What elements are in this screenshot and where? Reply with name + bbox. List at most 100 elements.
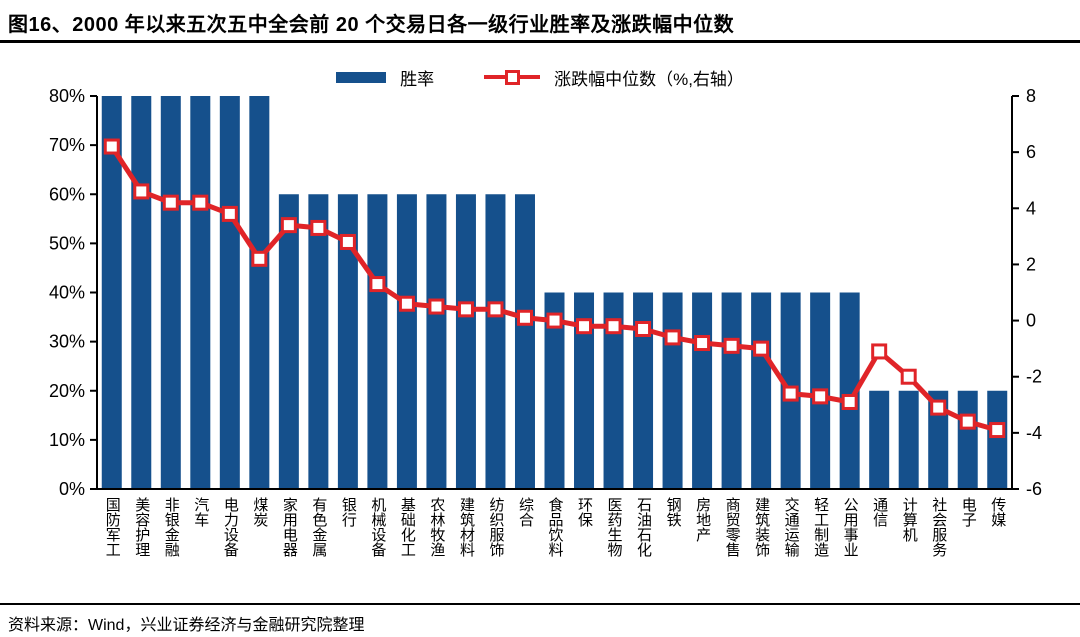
- median-change-marker: [339, 233, 356, 250]
- win-rate-bar: [219, 96, 240, 489]
- x-axis-category-label: 轻工制造: [812, 497, 830, 557]
- win-rate-bar: [603, 292, 624, 489]
- win-rate-bar: [751, 292, 772, 489]
- win-rate-bar: [692, 292, 713, 489]
- x-axis-category-label: 建筑材料: [457, 497, 475, 557]
- x-axis-category-label: 煤炭: [251, 497, 269, 527]
- right-axis-tick-label: 0: [1026, 311, 1036, 331]
- median-legend-line: [484, 70, 541, 85]
- median-legend-marker-icon: [505, 70, 521, 85]
- winrate-legend-label: 胜率: [400, 69, 435, 89]
- median-change-marker: [192, 194, 209, 211]
- win-rate-bar: [898, 390, 919, 489]
- median-change-marker: [369, 276, 386, 293]
- source-note: 资料来源：Wind，兴业证券经济与金融研究院整理: [8, 617, 365, 634]
- win-rate-bar: [190, 96, 211, 489]
- winrate-legend-swatch: [336, 71, 387, 83]
- x-axis-category-label: 汽车: [192, 497, 210, 527]
- left-axis-tick-label: 40%: [49, 283, 85, 303]
- left-axis-tick-label: 80%: [49, 86, 85, 106]
- x-axis-category-label: 钢铁: [664, 497, 682, 527]
- x-axis-category-label: 综合: [516, 497, 534, 527]
- x-axis-category-label: 纺织服饰: [487, 497, 505, 557]
- left-axis-tick-label: 50%: [49, 233, 85, 253]
- x-axis-category-label: 银行: [339, 497, 357, 527]
- median-change-marker: [133, 183, 150, 200]
- x-axis-category-label: 环保: [576, 497, 594, 527]
- x-axis-category-label: 石油石化: [635, 497, 653, 557]
- median-legend-label: 涨跌幅中位数（%,右轴）: [554, 69, 744, 89]
- win-rate-bar: [839, 292, 860, 489]
- median-change-marker: [989, 422, 1006, 439]
- median-change-marker: [782, 385, 799, 402]
- x-axis-category-label: 机械设备: [369, 497, 387, 557]
- median-change-marker: [103, 138, 120, 155]
- median-change-marker: [635, 320, 652, 337]
- win-rate-bar: [308, 194, 329, 489]
- median-change-marker: [398, 295, 415, 312]
- source-divider: [0, 603, 1080, 605]
- median-change-marker: [251, 250, 268, 267]
- median-change-marker: [221, 205, 238, 222]
- left-axis-tick-label: 70%: [49, 135, 85, 155]
- win-rate-bar: [101, 96, 122, 489]
- left-axis-tick-label: 60%: [49, 184, 85, 204]
- median-change-marker: [546, 312, 563, 329]
- x-axis-category-label: 公用事业: [841, 497, 859, 557]
- win-rate-bar: [485, 194, 506, 489]
- x-axis-category-label: 美容护理: [133, 497, 151, 557]
- x-axis-category-label: 社会服务: [930, 497, 948, 557]
- x-axis-category-label: 医药生物: [605, 497, 623, 557]
- median-change-marker: [310, 219, 327, 236]
- median-change-marker: [162, 194, 179, 211]
- x-axis-category-label: 通信: [871, 497, 889, 527]
- median-change-marker: [428, 298, 445, 315]
- win-rate-bar: [367, 194, 388, 489]
- median-change-marker: [457, 301, 474, 318]
- x-axis-category-label: 农林牧渔: [428, 497, 446, 557]
- left-axis-tick-label: 30%: [49, 332, 85, 352]
- x-axis-category-label: 交通运输: [782, 497, 800, 557]
- win-rate-bar: [633, 292, 654, 489]
- median-change-marker: [812, 388, 829, 405]
- x-axis-category-label: 基础化工: [398, 497, 416, 557]
- median-change-marker: [664, 329, 681, 346]
- median-change-marker: [841, 393, 858, 410]
- win-rate-bar: [160, 96, 181, 489]
- right-axis-tick-label: -6: [1026, 479, 1042, 499]
- median-change-marker: [487, 301, 504, 318]
- median-change-marker: [694, 335, 711, 352]
- win-rate-bar: [574, 292, 595, 489]
- median-change-marker: [576, 318, 593, 335]
- median-change-marker: [900, 368, 917, 385]
- x-axis-category-label: 房地产: [694, 497, 712, 542]
- win-rate-bar: [426, 194, 447, 489]
- x-axis-category-label: 家用电器: [280, 497, 298, 557]
- win-rate-bar: [249, 96, 270, 489]
- x-axis-category-label: 国防军工: [103, 497, 121, 557]
- x-axis-category-label: 电子: [959, 497, 977, 527]
- left-axis-tick-label: 10%: [49, 430, 85, 450]
- x-axis-category-label: 食品饮料: [546, 497, 564, 557]
- win-rate-bar: [337, 194, 358, 489]
- median-change-marker: [280, 217, 297, 234]
- median-change-marker: [723, 337, 740, 354]
- right-axis-tick-label: 8: [1026, 86, 1036, 106]
- chart-plot: 80% 70% 60% 50% 40% 30% 20% 10% 0% 8 6 4 2 0 -2 -4 -6: [49, 86, 1042, 499]
- figure-title: 图16、2000 年以来五次五中全会前 20 个交易日各一级行业胜率及涨跌幅中位…: [8, 14, 735, 36]
- right-axis-tick-label: 2: [1026, 254, 1036, 274]
- median-change-marker: [753, 340, 770, 357]
- win-rate-bar: [278, 194, 299, 489]
- win-rate-bar: [514, 194, 535, 489]
- left-axis-tick-label: 20%: [49, 381, 85, 401]
- x-axis-category-label: 计算机: [900, 497, 918, 542]
- right-axis-tick-label: -4: [1026, 423, 1042, 443]
- win-rate-bar: [869, 390, 890, 489]
- win-rate-bar: [131, 96, 152, 489]
- win-rate-bar: [957, 390, 978, 489]
- left-axis-tick-label: 0%: [59, 479, 85, 499]
- win-rate-bar: [544, 292, 565, 489]
- x-axis-category-label: 有色金属: [310, 497, 328, 557]
- x-axis-category-label: 传媒: [989, 497, 1007, 527]
